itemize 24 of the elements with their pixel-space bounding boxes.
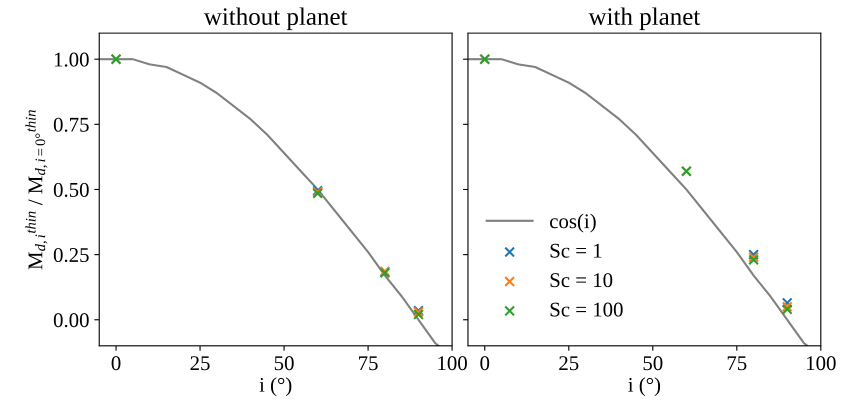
chart-title: with planet (588, 7, 700, 30)
x-tick-label: 50 (644, 356, 662, 370)
chart-title: without planet (204, 7, 348, 30)
legend-label: cos(i) (550, 214, 596, 233)
y-axis-title: M$_{d,i}$$^{thin}$ / M$_{d,i=0°}$$^{thin}$ (25, 110, 48, 270)
y-tick-label: 0.50 (54, 182, 89, 197)
y-tick-label: 0.75 (54, 118, 89, 132)
x-axis-title: i (°) (260, 377, 292, 396)
x-tick-label: 0 (112, 356, 120, 370)
legend-label: Sc = 1 (550, 244, 602, 258)
y-tick-label: 0.25 (54, 248, 89, 262)
y-tick-label: 0.00 (54, 313, 89, 328)
x-tick-label: 100 (807, 356, 836, 370)
x-tick-label: 25 (559, 356, 578, 370)
legend-label: Sc = 10 (550, 273, 612, 288)
x-tick-label: 75 (728, 356, 746, 370)
x-tick-label: 100 (438, 356, 467, 370)
y-tick-label: 1.00 (54, 52, 89, 67)
x-tick-label: 75 (359, 356, 378, 370)
x-tick-label: 50 (274, 356, 294, 370)
legend-label: Sc = 100 (550, 302, 623, 317)
x-tick-label: 0 (480, 356, 490, 370)
x-axis-title: i (°) (628, 377, 660, 396)
x-tick-label: 25 (190, 356, 210, 370)
